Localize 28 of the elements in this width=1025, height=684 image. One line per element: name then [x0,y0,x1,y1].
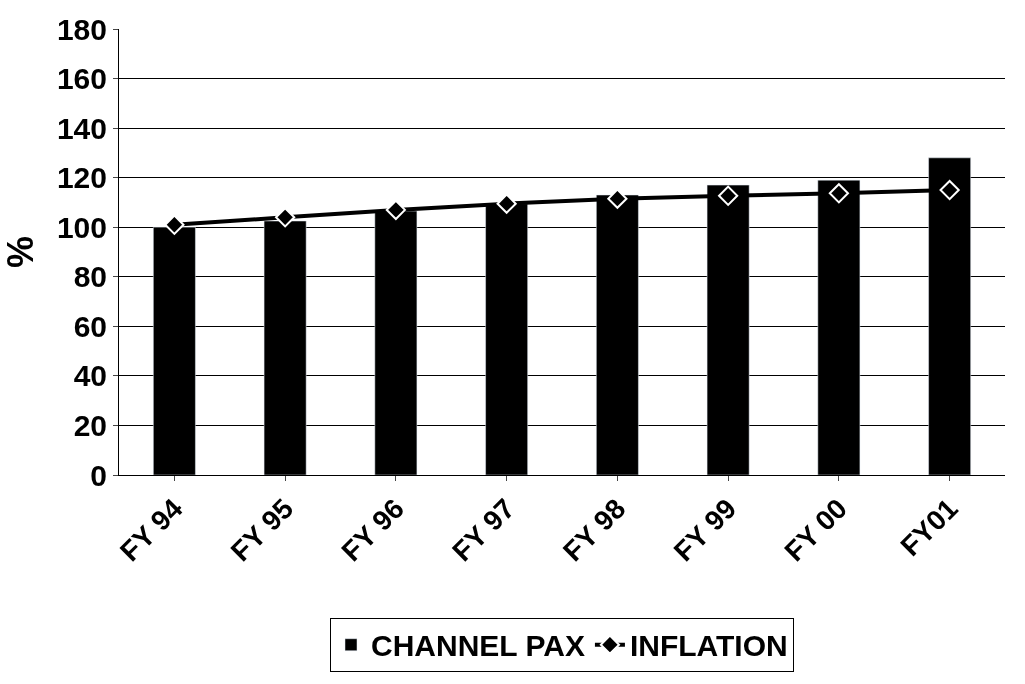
y-tick-label: 0 [90,458,107,492]
point [164,214,185,235]
point [496,193,517,214]
y-tick-label: 100 [56,210,107,244]
point [275,207,296,228]
y-tick-label: 180 [56,12,107,46]
y-tick-label: 160 [56,62,107,96]
y-tick-label: 140 [56,111,107,145]
y-tick-label: 120 [56,161,107,195]
x-tick-label: FY 00 [778,492,854,568]
x-tick-label: FY 95 [224,492,300,568]
y-tick-label: 20 [73,408,107,442]
point [718,185,739,206]
x-tick-label: FY 94 [114,492,189,568]
y-tick-label: 80 [73,260,107,294]
point [607,188,628,209]
x-tick-label: FY 99 [667,492,743,568]
y-tick-label: 40 [73,359,107,393]
x-tick-label: FY 97 [446,492,521,568]
x-tick-label: FY 96 [335,492,411,568]
point [385,199,406,220]
y-tick-label: 60 [73,309,107,343]
legend-label: CHANNEL PAX [371,629,585,663]
x-tick-label: FY 98 [557,492,632,568]
point [828,183,849,204]
y-axis-title: % [0,235,41,269]
point [939,179,960,201]
legend-label: INFLATION [629,629,788,663]
